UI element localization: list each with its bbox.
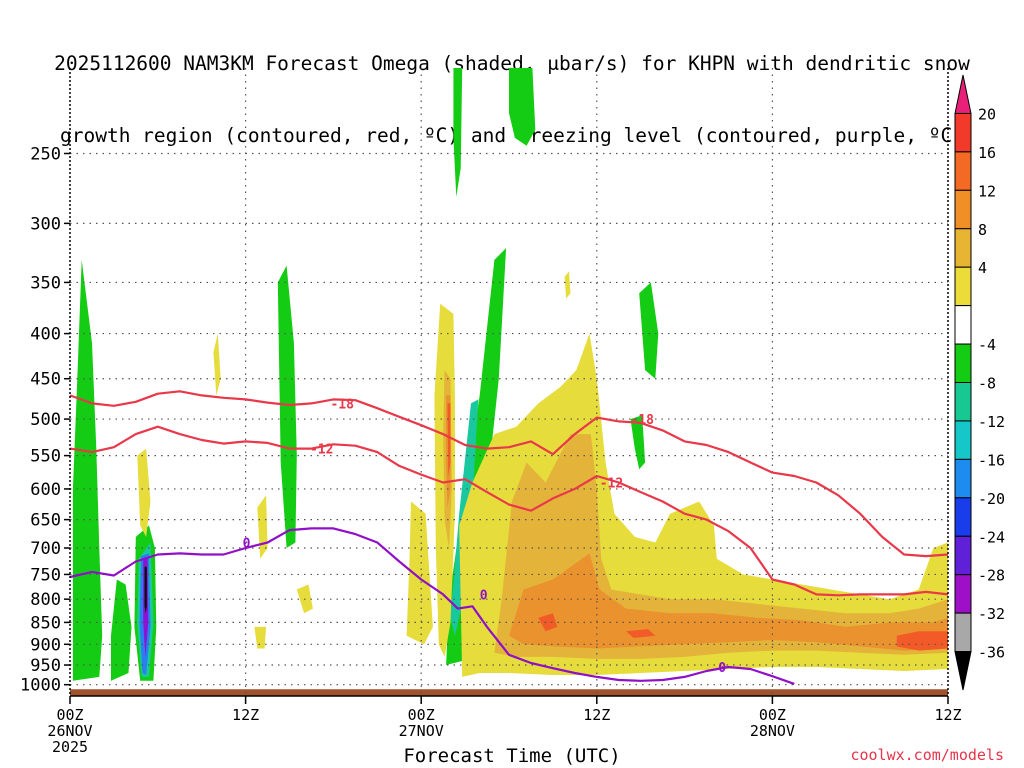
omega-shading-layer: [72, 68, 948, 681]
contour-label-0-0: -18: [330, 397, 354, 412]
omega-region-18: [213, 333, 221, 396]
colorbar-label-13: -36: [978, 644, 1005, 662]
ytick-label-600: 600: [30, 480, 61, 500]
omega-region-0: [72, 259, 103, 681]
xtick-label-0-2: 2025: [52, 738, 88, 756]
contour-line-0: [69, 390, 949, 558]
xtick-label-48-1: 28NOV: [750, 722, 795, 740]
contour-label-2-1: 0: [480, 588, 488, 603]
omega-region-24: [447, 403, 451, 476]
omega-region-1: [111, 579, 132, 681]
omega-region-28: [538, 613, 558, 632]
colorbar-swatch-14: [954, 612, 972, 653]
colorbar-swatch-2: [954, 151, 972, 191]
grid-layer: [70, 68, 948, 696]
colorbar-swatch-11: [954, 497, 972, 537]
colorbar-swatch-8: [954, 382, 972, 422]
colorbar-label-0: 20: [978, 105, 996, 123]
ytick-label-650: 650: [30, 511, 61, 531]
omega-region-9: [509, 68, 536, 146]
colorbar-swatch-7: [954, 343, 972, 383]
colorbar-label-9: -20: [978, 490, 1005, 508]
omega-region-6: [144, 566, 147, 614]
omega-region-8: [453, 68, 463, 197]
colorbar-label-8: -16: [978, 451, 1005, 469]
contour-line-1: [69, 425, 949, 597]
terrain-layer: [70, 689, 948, 696]
ytick-label-250: 250: [30, 144, 61, 164]
colorbar-label-12: -32: [978, 605, 1005, 623]
credit-text: coolwx.com/models: [850, 746, 1004, 764]
ytick-label-900: 900: [30, 635, 61, 655]
contour-label-1-1: -12: [600, 477, 623, 492]
colorbar: 20 16 12 8 4 -4 -8 -12 -16 -20 -24 -28 -32 -36: [954, 74, 1005, 691]
omega-region-14: [137, 448, 151, 537]
xtick-label-0-1: 26NOV: [47, 722, 92, 740]
colorbar-label-1: 16: [978, 144, 996, 162]
contour-line-2: [69, 527, 795, 685]
ytick-label-300: 300: [30, 214, 61, 234]
contour-layer: -18 -18 -12 -12 0 0 0: [69, 390, 949, 685]
colorbar-label-4: 4: [978, 259, 987, 277]
omega-region-7: [277, 265, 297, 548]
omega-region-13: [630, 415, 646, 470]
ytick-label-1000: 1000: [20, 676, 61, 696]
ytick-label-750: 750: [30, 565, 61, 585]
colorbar-swatch-10: [954, 458, 972, 499]
xtick-label-0-0: 00Z: [56, 706, 83, 724]
colorbar-label-11: -28: [978, 567, 1005, 585]
ytick-label-500: 500: [30, 410, 61, 430]
omega-region-20: [406, 501, 433, 645]
colorbar-swatch-13: [954, 574, 972, 614]
contour-label-1-0: -12: [310, 443, 333, 458]
colorbar-swatch-9: [954, 420, 972, 460]
xtick-label-12-0: 12Z: [232, 706, 259, 724]
x-axis-title: Forecast Time (UTC): [403, 745, 621, 767]
colorbar-label-7: -12: [978, 413, 1005, 431]
omega-region-19: [564, 271, 571, 299]
colorbar-label-5: -4: [978, 336, 996, 354]
xtick-label-24-0: 00Z: [408, 706, 435, 724]
colorbar-swatch-1: [954, 112, 972, 153]
ytick-label-850: 850: [30, 613, 61, 633]
colorbar-swatch-0: [954, 74, 972, 114]
xtick-label-24-1: 27NOV: [399, 722, 444, 740]
colorbar-swatch-12: [954, 535, 972, 576]
terrain-band: [70, 689, 948, 696]
contour-label-2-0: 0: [243, 536, 251, 551]
ytick-label-450: 450: [30, 370, 61, 390]
colorbar-label-10: -24: [978, 528, 1005, 546]
chart-title: 2025112600 NAM3KM Forecast Omega (shaded…: [0, 4, 1024, 172]
colorbar-swatch-5: [954, 266, 972, 307]
contour-label-2-2: 0: [718, 661, 726, 676]
title-line-1: 2025112600 NAM3KM Forecast Omega (shaded…: [54, 52, 970, 75]
ytick-label-950: 950: [30, 656, 61, 676]
omega-region-12: [639, 282, 659, 379]
omega-region-16: [254, 626, 267, 649]
omega-region-27: [509, 553, 948, 651]
ytick-label-400: 400: [30, 325, 61, 345]
colorbar-label-6: -8: [978, 375, 996, 393]
colorbar-label-2: 12: [978, 182, 996, 200]
omega-region-15: [257, 495, 268, 559]
ytick-label-700: 700: [30, 539, 61, 559]
colorbar-label-3: 8: [978, 221, 987, 239]
xtick-label-48-0: 00Z: [759, 706, 786, 724]
axes-layer: 2503003504004505005506006507007508008509…: [20, 68, 962, 756]
ytick-label-800: 800: [30, 590, 61, 610]
contour-label-0-1: -18: [630, 413, 654, 428]
xtick-label-36-0: 12Z: [583, 706, 610, 724]
colorbar-swatch-3: [954, 189, 972, 230]
colorbar-swatch-6: [954, 305, 972, 345]
xtick-label-60-0: 12Z: [934, 706, 961, 724]
ytick-label-550: 550: [30, 447, 61, 467]
colorbar-swatch-15: [954, 651, 972, 691]
omega-region-29: [896, 631, 948, 651]
ytick-label-350: 350: [30, 273, 61, 293]
colorbar-swatch-4: [954, 228, 972, 268]
title-line-2: growth region (contoured, red, ºC) and f…: [60, 124, 964, 147]
omega-region-30: [626, 629, 656, 638]
